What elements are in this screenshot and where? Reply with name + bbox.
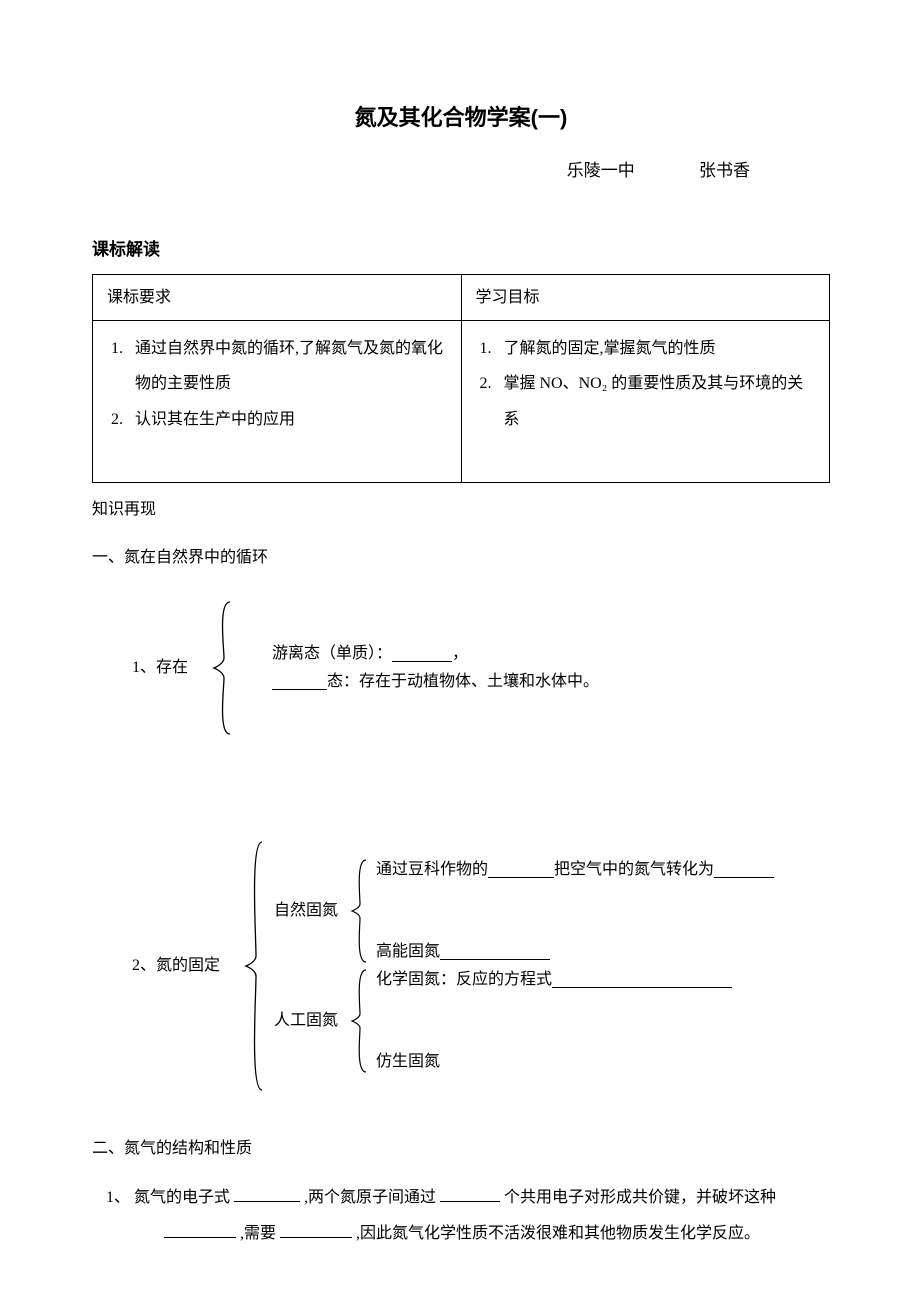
text: 通过豆科作物的 [376,857,488,883]
artificial-fixation-label: 人工固氮 [274,1008,348,1034]
blank-field[interactable] [164,1222,236,1238]
fixation-label: 2、氮的固定 [92,953,240,979]
byline: 乐陵一中 张书香 [92,157,830,184]
text: 1、 氮气的电子式 [106,1189,230,1206]
text: ， [452,641,468,667]
chemical-fixation: 化学固氮：反应的方程式 [376,966,830,994]
natural-fixation-label: 自然固氮 [274,898,348,924]
fixation-block: 2、氮的固定 自然固氮 通过豆科作物的 把空气中的氮气转化为 [92,836,830,1096]
list-num: 2. [480,366,504,436]
standards-table: 课标要求 学习目标 1.通过自然界中氮的循环,了解氮气及氮的氧化物的主要性质 2… [92,274,830,483]
structure-paragraph: 1、 氮气的电子式 ,两个氮原子间通过 个共用电子对形成共价键，并破坏这种 ,需… [92,1180,830,1254]
section1-title: 一、氮在自然界中的循环 [92,545,830,571]
natural-fixation: 自然固氮 通过豆科作物的 把空气中的氮气转化为 高能固氮 [274,856,830,966]
artificial-fixation: 人工固氮 化学固氮：反应的方程式 仿生固氮 [274,966,830,1076]
legume-fixation: 通过豆科作物的 把空气中的氮气转化为 [376,856,830,884]
knowledge-heading: 知识再现 [92,497,830,523]
blank-field[interactable] [234,1186,300,1202]
existence-combined: 态：存在于动植物体、土壤和水体中。 [242,668,830,696]
blank-field[interactable] [280,1222,352,1238]
text: 态：存在于动植物体、土壤和水体中。 [327,669,599,695]
blank-field[interactable] [440,1186,500,1202]
blank-field[interactable] [552,972,732,988]
text: ,因此氮气化学性质不活泼很难和其他物质发生化学反应。 [356,1225,760,1242]
text: 游离态（单质）： [272,641,392,667]
blank-field[interactable] [272,674,327,690]
standards-left-item: 认识其在生产中的应用 [135,402,295,437]
bracket-icon [208,598,236,738]
text: 仿生固氮 [376,1049,440,1075]
standards-right-item: 掌握 NO、NO₂ 的重要性质及其与环境的关系 [504,366,816,436]
text: 把空气中的氮气转化为 [554,857,714,883]
text: ,需要 [240,1225,276,1242]
text: ,两个氮原子间通过 [304,1189,436,1206]
standards-left-item: 通过自然界中氮的循环,了解氮气及氮的氧化物的主要性质 [135,331,447,401]
section2-title: 二、氮气的结构和性质 [92,1136,830,1162]
standards-left-header: 课标要求 [93,274,462,321]
blank-field[interactable] [440,944,550,960]
list-num: 1. [111,331,135,401]
existence-block: 1、存在 游离态（单质）： ， 态：存在于动植物体、土壤和水体中。 [92,598,830,738]
bracket-icon [348,856,370,966]
biomimetic-fixation: 仿生固氮 [376,1048,830,1076]
doc-title: 氮及其化合物学案(一) [92,100,830,135]
standards-right-header: 学习目标 [461,274,830,321]
existence-free: 游离态（单质）： ， [242,640,830,668]
standards-left-cell: 1.通过自然界中氮的循环,了解氮气及氮的氧化物的主要性质 2.认识其在生产中的应… [93,321,462,483]
blank-field[interactable] [488,862,554,878]
blank-field[interactable] [714,862,774,878]
text: 化学固氮：反应的方程式 [376,967,552,993]
bracket-icon [348,966,370,1076]
text: 个共用电子对形成共价键，并破坏这种 [504,1189,776,1206]
standards-right-cell: 1.了解氮的固定,掌握氮气的性质 2.掌握 NO、NO₂ 的重要性质及其与环境的… [461,321,830,483]
blank-field[interactable] [392,646,452,662]
list-num: 2. [111,402,135,437]
bracket-icon [240,836,268,1096]
author-name: 张书香 [699,161,750,180]
existence-label: 1、存在 [92,655,208,681]
text: 高能固氮 [376,939,440,965]
standards-heading: 课标解读 [92,236,830,263]
standards-right-item: 了解氮的固定,掌握氮气的性质 [504,331,716,366]
high-energy-fixation: 高能固氮 [376,938,830,966]
list-num: 1. [480,331,504,366]
school-name: 乐陵一中 [567,161,635,180]
